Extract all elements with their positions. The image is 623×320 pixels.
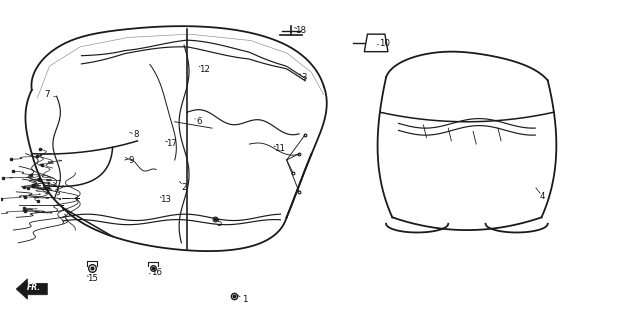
Text: 5: 5 — [217, 219, 222, 228]
Text: 10: 10 — [379, 39, 391, 48]
Text: 2: 2 — [181, 183, 187, 192]
Polygon shape — [16, 279, 47, 299]
Text: 9: 9 — [128, 156, 134, 164]
Text: 1: 1 — [242, 295, 248, 304]
Text: 6: 6 — [197, 117, 202, 126]
Text: 12: 12 — [199, 65, 210, 74]
Text: 14: 14 — [40, 183, 51, 192]
Text: FR.: FR. — [27, 283, 40, 292]
Text: 8: 8 — [133, 130, 139, 139]
Text: 7: 7 — [45, 90, 50, 99]
Text: 18: 18 — [295, 26, 306, 35]
Text: 15: 15 — [87, 274, 98, 283]
Text: 11: 11 — [273, 144, 285, 153]
Text: 13: 13 — [160, 195, 171, 204]
Text: 3: 3 — [302, 73, 307, 82]
Text: 4: 4 — [540, 192, 546, 201]
Text: 17: 17 — [166, 139, 177, 148]
Text: 16: 16 — [151, 268, 161, 277]
